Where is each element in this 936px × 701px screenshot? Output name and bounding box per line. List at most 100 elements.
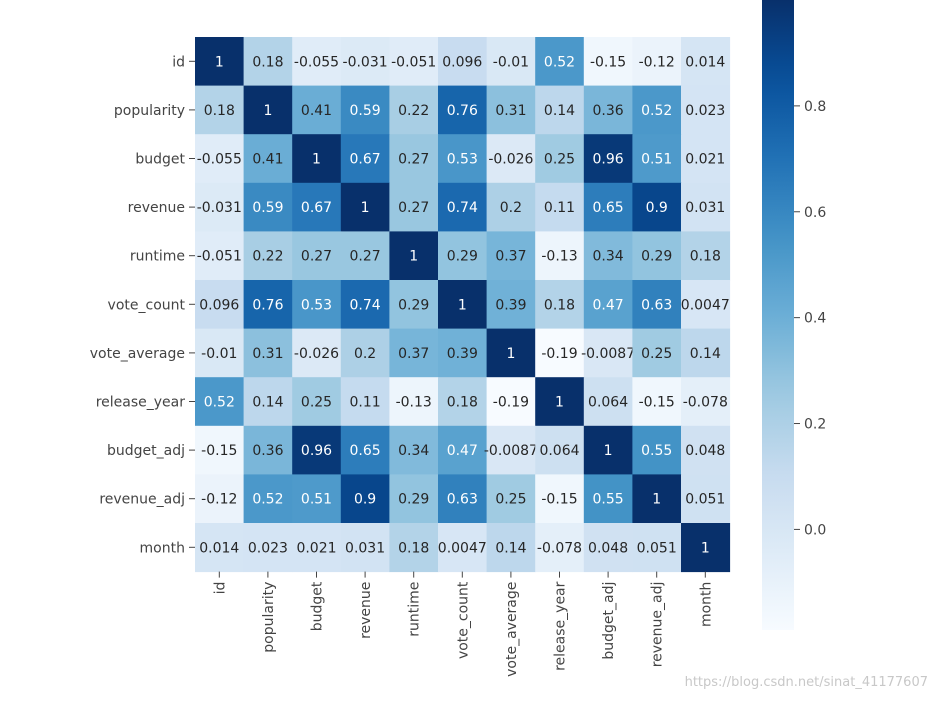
cell-annotation: 0.47 (447, 443, 478, 459)
cell-annotation: -0.12 (639, 54, 675, 70)
heatmap-cell (681, 134, 731, 184)
heatmap-cell (340, 377, 390, 427)
heatmap-cell (340, 425, 390, 475)
cell-annotation: 0.51 (301, 492, 332, 508)
cell-annotation: 1 (361, 200, 370, 216)
heatmap-cell (535, 328, 585, 378)
x-tick-label: vote_count (455, 581, 471, 659)
cell-annotation: 0.52 (641, 103, 672, 119)
cell-annotation: 0.29 (641, 249, 672, 265)
heatmap-cell (632, 231, 682, 281)
cell-annotation: 0.22 (398, 103, 429, 119)
heatmap-cell (389, 474, 439, 524)
heatmap-cell (681, 425, 731, 475)
cell-annotation: 0.67 (301, 200, 332, 216)
heatmap-cell (389, 231, 439, 281)
heatmap-cell (243, 85, 293, 135)
heatmap-cell (195, 182, 245, 232)
cell-annotation: 0.0047 (438, 540, 487, 556)
cell-annotation: 0.18 (252, 54, 283, 70)
heatmap-cell (389, 328, 439, 378)
colorbar-tick-label: 0.4 (804, 311, 826, 327)
heatmap-cell (438, 328, 488, 378)
heatmap-cell (583, 134, 633, 184)
cell-annotation: 0.63 (641, 297, 672, 313)
heatmap-cell (632, 474, 682, 524)
cell-annotation: -0.12 (201, 492, 237, 508)
heatmap-cell (681, 182, 731, 232)
cell-annotation: 0.41 (301, 103, 332, 119)
heatmap-cell (340, 328, 390, 378)
heatmap-cell (438, 85, 488, 135)
heatmap-cell (438, 474, 488, 524)
heatmap-cell (583, 231, 633, 281)
heatmap-cell (243, 523, 293, 573)
cell-annotation: -0.13 (396, 395, 432, 411)
heatmap-cell (292, 474, 342, 524)
y-tick-label: vote_average (90, 346, 185, 362)
heatmap-cell (535, 377, 585, 427)
cell-annotation: 0.53 (301, 297, 332, 313)
cell-annotation: 0.96 (301, 443, 332, 459)
cell-annotation: 0.76 (447, 103, 478, 119)
y-tick-label: revenue_adj (99, 492, 185, 508)
cell-annotation: 0.52 (544, 54, 575, 70)
heatmap-cell (292, 37, 342, 87)
heatmap-cell (243, 425, 293, 475)
heatmap-cell (438, 280, 488, 330)
heatmap-cell (340, 280, 390, 330)
cell-annotation: -0.15 (639, 395, 675, 411)
cell-annotation: 0.18 (690, 249, 721, 265)
cell-annotation: 0.021 (296, 540, 336, 556)
heatmap-cell (292, 280, 342, 330)
heatmap-cell (292, 182, 342, 232)
heatmap-cell (243, 280, 293, 330)
cell-annotation: 1 (701, 540, 710, 556)
cell-annotation: 0.22 (252, 249, 283, 265)
cell-annotation: 0.47 (593, 297, 624, 313)
y-tick-label: popularity (114, 103, 185, 119)
cell-annotation: 0.29 (398, 297, 429, 313)
cell-annotation: 0.39 (495, 297, 526, 313)
heatmap-cell (535, 474, 585, 524)
heatmap-cell (438, 523, 488, 573)
cell-annotation: 0.048 (685, 443, 725, 459)
heatmap-cell (195, 328, 245, 378)
y-tick-label: runtime (130, 249, 185, 265)
heatmap-cell (389, 85, 439, 135)
y-tick-label: vote_count (108, 297, 186, 313)
cell-annotation: 0.048 (588, 540, 628, 556)
heatmap-cell (486, 474, 536, 524)
heatmap-cell (195, 523, 245, 573)
heatmap-cell (486, 182, 536, 232)
cell-annotation: 0.18 (398, 540, 429, 556)
cell-annotation: 0.11 (350, 395, 381, 411)
heatmap-cell (292, 328, 342, 378)
cell-annotation: 0.55 (641, 443, 672, 459)
x-tick-label: budget_adj (601, 582, 617, 660)
cell-annotation: -0.078 (683, 395, 728, 411)
heatmap-cell (195, 377, 245, 427)
cell-annotation: 0.36 (593, 103, 624, 119)
cell-annotation: 0.18 (544, 297, 575, 313)
cell-annotation: -0.078 (537, 540, 582, 556)
cell-annotation: 0.0047 (681, 297, 730, 313)
cell-annotation: 1 (555, 395, 564, 411)
cell-annotation: 0.63 (447, 492, 478, 508)
heatmap-cell (340, 231, 390, 281)
heatmap-cell (632, 280, 682, 330)
cell-annotation: -0.0087 (581, 346, 635, 362)
cell-annotation: 0.031 (685, 200, 725, 216)
heatmap-cell (389, 377, 439, 427)
heatmap-cell (292, 231, 342, 281)
cell-annotation: 0.31 (252, 346, 283, 362)
heatmap-cell (632, 523, 682, 573)
cell-annotation: 0.25 (495, 492, 526, 508)
heatmap-cell (681, 328, 731, 378)
colorbar-tick-label: 0.6 (804, 205, 826, 221)
y-tick-label: budget (135, 152, 185, 168)
x-tick-label: vote_average (504, 582, 520, 677)
cell-annotation: 0.18 (447, 395, 478, 411)
heatmap-cell (438, 37, 488, 87)
